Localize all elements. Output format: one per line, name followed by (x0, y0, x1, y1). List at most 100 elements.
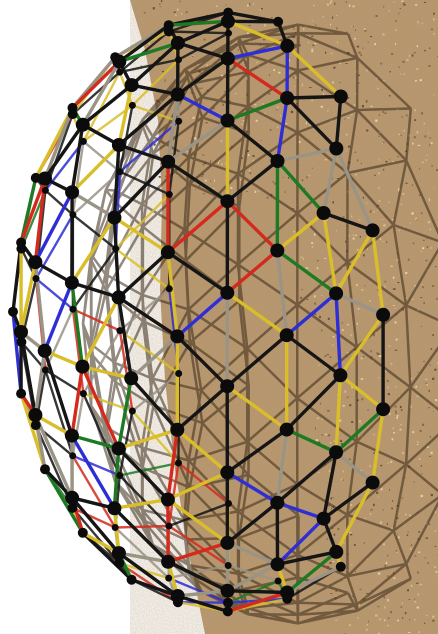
sand-grain (341, 443, 344, 445)
sand-grain (202, 163, 205, 166)
sand-grain (206, 64, 208, 67)
sand-grain (404, 611, 407, 615)
strut-shadow (247, 601, 298, 610)
sand-grain (354, 38, 356, 40)
strut-shadow (90, 343, 116, 364)
sand-grain (395, 43, 397, 46)
sand-grain (342, 479, 344, 481)
sand-grain (148, 42, 151, 45)
sand-grain (426, 446, 429, 448)
sand-grain (353, 544, 356, 546)
strut-shadow (183, 156, 191, 230)
strut-shadow (346, 592, 359, 612)
sand-grain (311, 246, 314, 248)
strut (334, 228, 375, 296)
sand-grain (295, 72, 297, 75)
sand-grain (324, 355, 327, 357)
sand-grain (400, 73, 402, 75)
hub-node (282, 593, 293, 604)
sand-grain (347, 116, 350, 119)
sand-grain (175, 26, 177, 28)
hub-node (16, 243, 27, 254)
strut (166, 199, 230, 255)
sand-grain (398, 187, 400, 191)
sand-grain (355, 234, 357, 236)
sand-grain (406, 534, 409, 537)
strut (71, 454, 121, 477)
strut (321, 211, 338, 296)
strut (70, 281, 121, 300)
sand-grain (414, 598, 416, 600)
sand-grain (397, 282, 400, 284)
strut (285, 427, 338, 454)
strut (80, 295, 121, 369)
strut (71, 308, 122, 332)
sand-grain (320, 105, 323, 108)
sand-grain (340, 439, 342, 442)
sand-grain (430, 348, 433, 350)
sand-grain (300, 256, 303, 258)
strut-shadow (151, 378, 190, 462)
sand-grain (361, 398, 364, 401)
strut (112, 446, 121, 510)
sand-grain (332, 497, 335, 499)
sand-grain (378, 200, 381, 202)
sand-grain (382, 509, 384, 511)
sand-grain (314, 427, 316, 430)
strut-shadow (141, 518, 186, 541)
strut (334, 373, 343, 454)
sand-grain (241, 157, 243, 159)
strut (117, 143, 170, 164)
sand-grain (357, 74, 360, 76)
strut-shadow (104, 226, 144, 292)
strut-shadow (90, 253, 107, 275)
sand-grain (414, 119, 417, 121)
strut-shadow (346, 262, 358, 348)
sand-grain (330, 52, 333, 54)
sand-grain (396, 533, 398, 535)
strut-shadow (346, 172, 395, 226)
sand-grain (301, 179, 304, 181)
sand-grain (302, 258, 304, 260)
hub-node (64, 428, 79, 443)
strut (114, 193, 171, 250)
sand-grain (330, 497, 333, 500)
sand-grain (428, 390, 430, 392)
sand-grain (247, 154, 250, 156)
sand-grain (385, 562, 388, 565)
sand-grain (358, 219, 361, 221)
sand-grain (420, 297, 423, 298)
sand-grain (351, 215, 353, 218)
hub-node (67, 102, 78, 113)
sand-grain (235, 93, 237, 95)
strut-shadow (81, 323, 93, 345)
sand-grain (417, 571, 419, 574)
sand-grain (377, 377, 380, 379)
sand-grain (307, 41, 309, 44)
strut-shadow (140, 136, 155, 205)
sand-grain (426, 155, 428, 156)
strut (225, 470, 279, 505)
sand-grain (367, 41, 369, 44)
sand-grain (382, 111, 385, 113)
strut-shadow (142, 225, 187, 262)
sand-grain (346, 133, 348, 136)
sand-grain (395, 386, 397, 388)
strut-shadow (114, 361, 153, 380)
strut (71, 213, 117, 250)
sand-grain (314, 302, 316, 305)
strut (19, 260, 38, 334)
sand-grain (351, 386, 353, 389)
sand-grain (384, 224, 386, 227)
strut-shadow (89, 190, 117, 255)
hub-node (41, 186, 49, 194)
sand-grain (304, 187, 306, 189)
strut-shadow (405, 304, 438, 322)
sand-grain (161, 70, 164, 73)
strut-shadow (141, 156, 190, 206)
sand-grain (332, 344, 334, 347)
sand-grain (345, 150, 347, 152)
strut-shadow (404, 387, 412, 465)
sand-grain (230, 187, 233, 189)
sand-grain (427, 562, 429, 565)
